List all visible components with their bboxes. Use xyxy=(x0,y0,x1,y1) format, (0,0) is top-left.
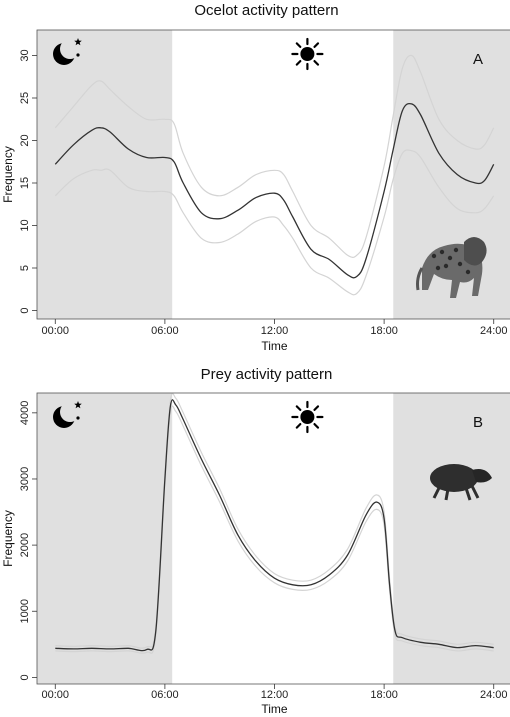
small-star-icon xyxy=(76,416,80,420)
ocelot-spot xyxy=(453,247,459,253)
prey-head xyxy=(472,469,492,483)
night-shade xyxy=(37,393,173,684)
prey-leg xyxy=(432,485,442,499)
ocelot-spot xyxy=(447,255,453,261)
prey-leg xyxy=(464,487,472,501)
y-tick-label: 3000 xyxy=(19,467,31,491)
prey-image xyxy=(430,464,492,501)
confidence-lower-line xyxy=(54,149,495,296)
ocelot-image xyxy=(416,237,487,298)
panel-b: Prey activity pattern 0 1000 2000 3000 4000 00… xyxy=(1,366,510,716)
sun-ray xyxy=(295,423,302,429)
y-tick-label: 0 xyxy=(19,307,31,313)
x-axis-label: Time xyxy=(261,339,288,353)
ocelot-spot xyxy=(431,253,437,259)
sun-icon xyxy=(291,400,324,434)
y-axis-label: Frequency xyxy=(1,146,15,203)
prey-leg xyxy=(444,488,450,501)
x-tick-label: 00:00 xyxy=(42,325,70,337)
moon-cut xyxy=(60,39,80,59)
y-tick-label: 1000 xyxy=(19,599,31,623)
sun-ray xyxy=(295,42,302,49)
sun-icon xyxy=(291,37,324,71)
x-tick-label: 18:00 xyxy=(370,689,398,701)
prey-body xyxy=(430,464,478,492)
ocelot-head xyxy=(464,237,487,266)
x-tick-label: 06:00 xyxy=(151,689,179,701)
star-icon xyxy=(74,401,82,409)
panel-label: A xyxy=(473,51,483,68)
y-tick-label: 4000 xyxy=(19,401,31,425)
sun-ray xyxy=(295,405,302,411)
x-tick-label: 00:00 xyxy=(42,689,70,701)
y-tick-label: 5 xyxy=(19,265,31,271)
star-icon xyxy=(74,38,82,46)
x-tick-label: 24:00 xyxy=(480,325,508,337)
x-axis-label: Time xyxy=(261,702,288,716)
night-shade xyxy=(393,393,510,684)
sun-disc xyxy=(300,410,315,424)
ocelot-spot xyxy=(439,249,445,255)
prey-leg xyxy=(470,485,480,499)
y-tick-label: 25 xyxy=(19,92,31,104)
ocelot-tail xyxy=(416,267,424,291)
activity-line xyxy=(55,399,494,652)
ocelot-spot xyxy=(435,265,441,271)
moon-stars-icon xyxy=(53,401,82,428)
sun-ray xyxy=(295,59,302,66)
chart-title: Prey activity pattern xyxy=(201,366,333,383)
small-star-icon xyxy=(76,53,80,57)
x-tick-label: 12:00 xyxy=(261,689,289,701)
confidence-upper-line xyxy=(55,393,494,649)
confidence-upper-line xyxy=(54,54,495,258)
sun-ray xyxy=(313,59,320,66)
panel-label: B xyxy=(473,414,483,431)
y-axis-label: Frequency xyxy=(1,510,15,567)
x-tick-label: 24:00 xyxy=(480,689,508,701)
ocelot-spot xyxy=(443,263,449,269)
y-tick-label: 10 xyxy=(19,219,31,231)
sun-ray xyxy=(313,42,320,49)
x-tick-label: 12:00 xyxy=(261,325,289,337)
ocelot-spot xyxy=(457,261,463,267)
activity-line xyxy=(54,102,495,279)
y-tick-label: 0 xyxy=(19,674,31,680)
moon-stars-icon xyxy=(53,38,82,65)
y-tick-label: 2000 xyxy=(19,533,31,557)
y-tick-label: 20 xyxy=(19,134,31,146)
sun-ray xyxy=(313,405,320,411)
y-tick-label: 15 xyxy=(19,177,31,189)
ocelot-spot xyxy=(465,269,471,275)
panel-a: Ocelot activity pattern 0 5 10 15 20 25 30 00:00… xyxy=(1,2,510,353)
x-tick-label: 06:00 xyxy=(151,325,179,337)
confidence-lower-line xyxy=(55,405,494,654)
night-shade xyxy=(37,30,173,319)
moon-cut xyxy=(60,402,80,422)
sun-disc xyxy=(300,47,315,61)
chart-title: Ocelot activity pattern xyxy=(194,2,338,19)
sun-ray xyxy=(313,423,320,429)
x-tick-label: 18:00 xyxy=(370,325,398,337)
y-tick-label: 30 xyxy=(19,49,31,61)
